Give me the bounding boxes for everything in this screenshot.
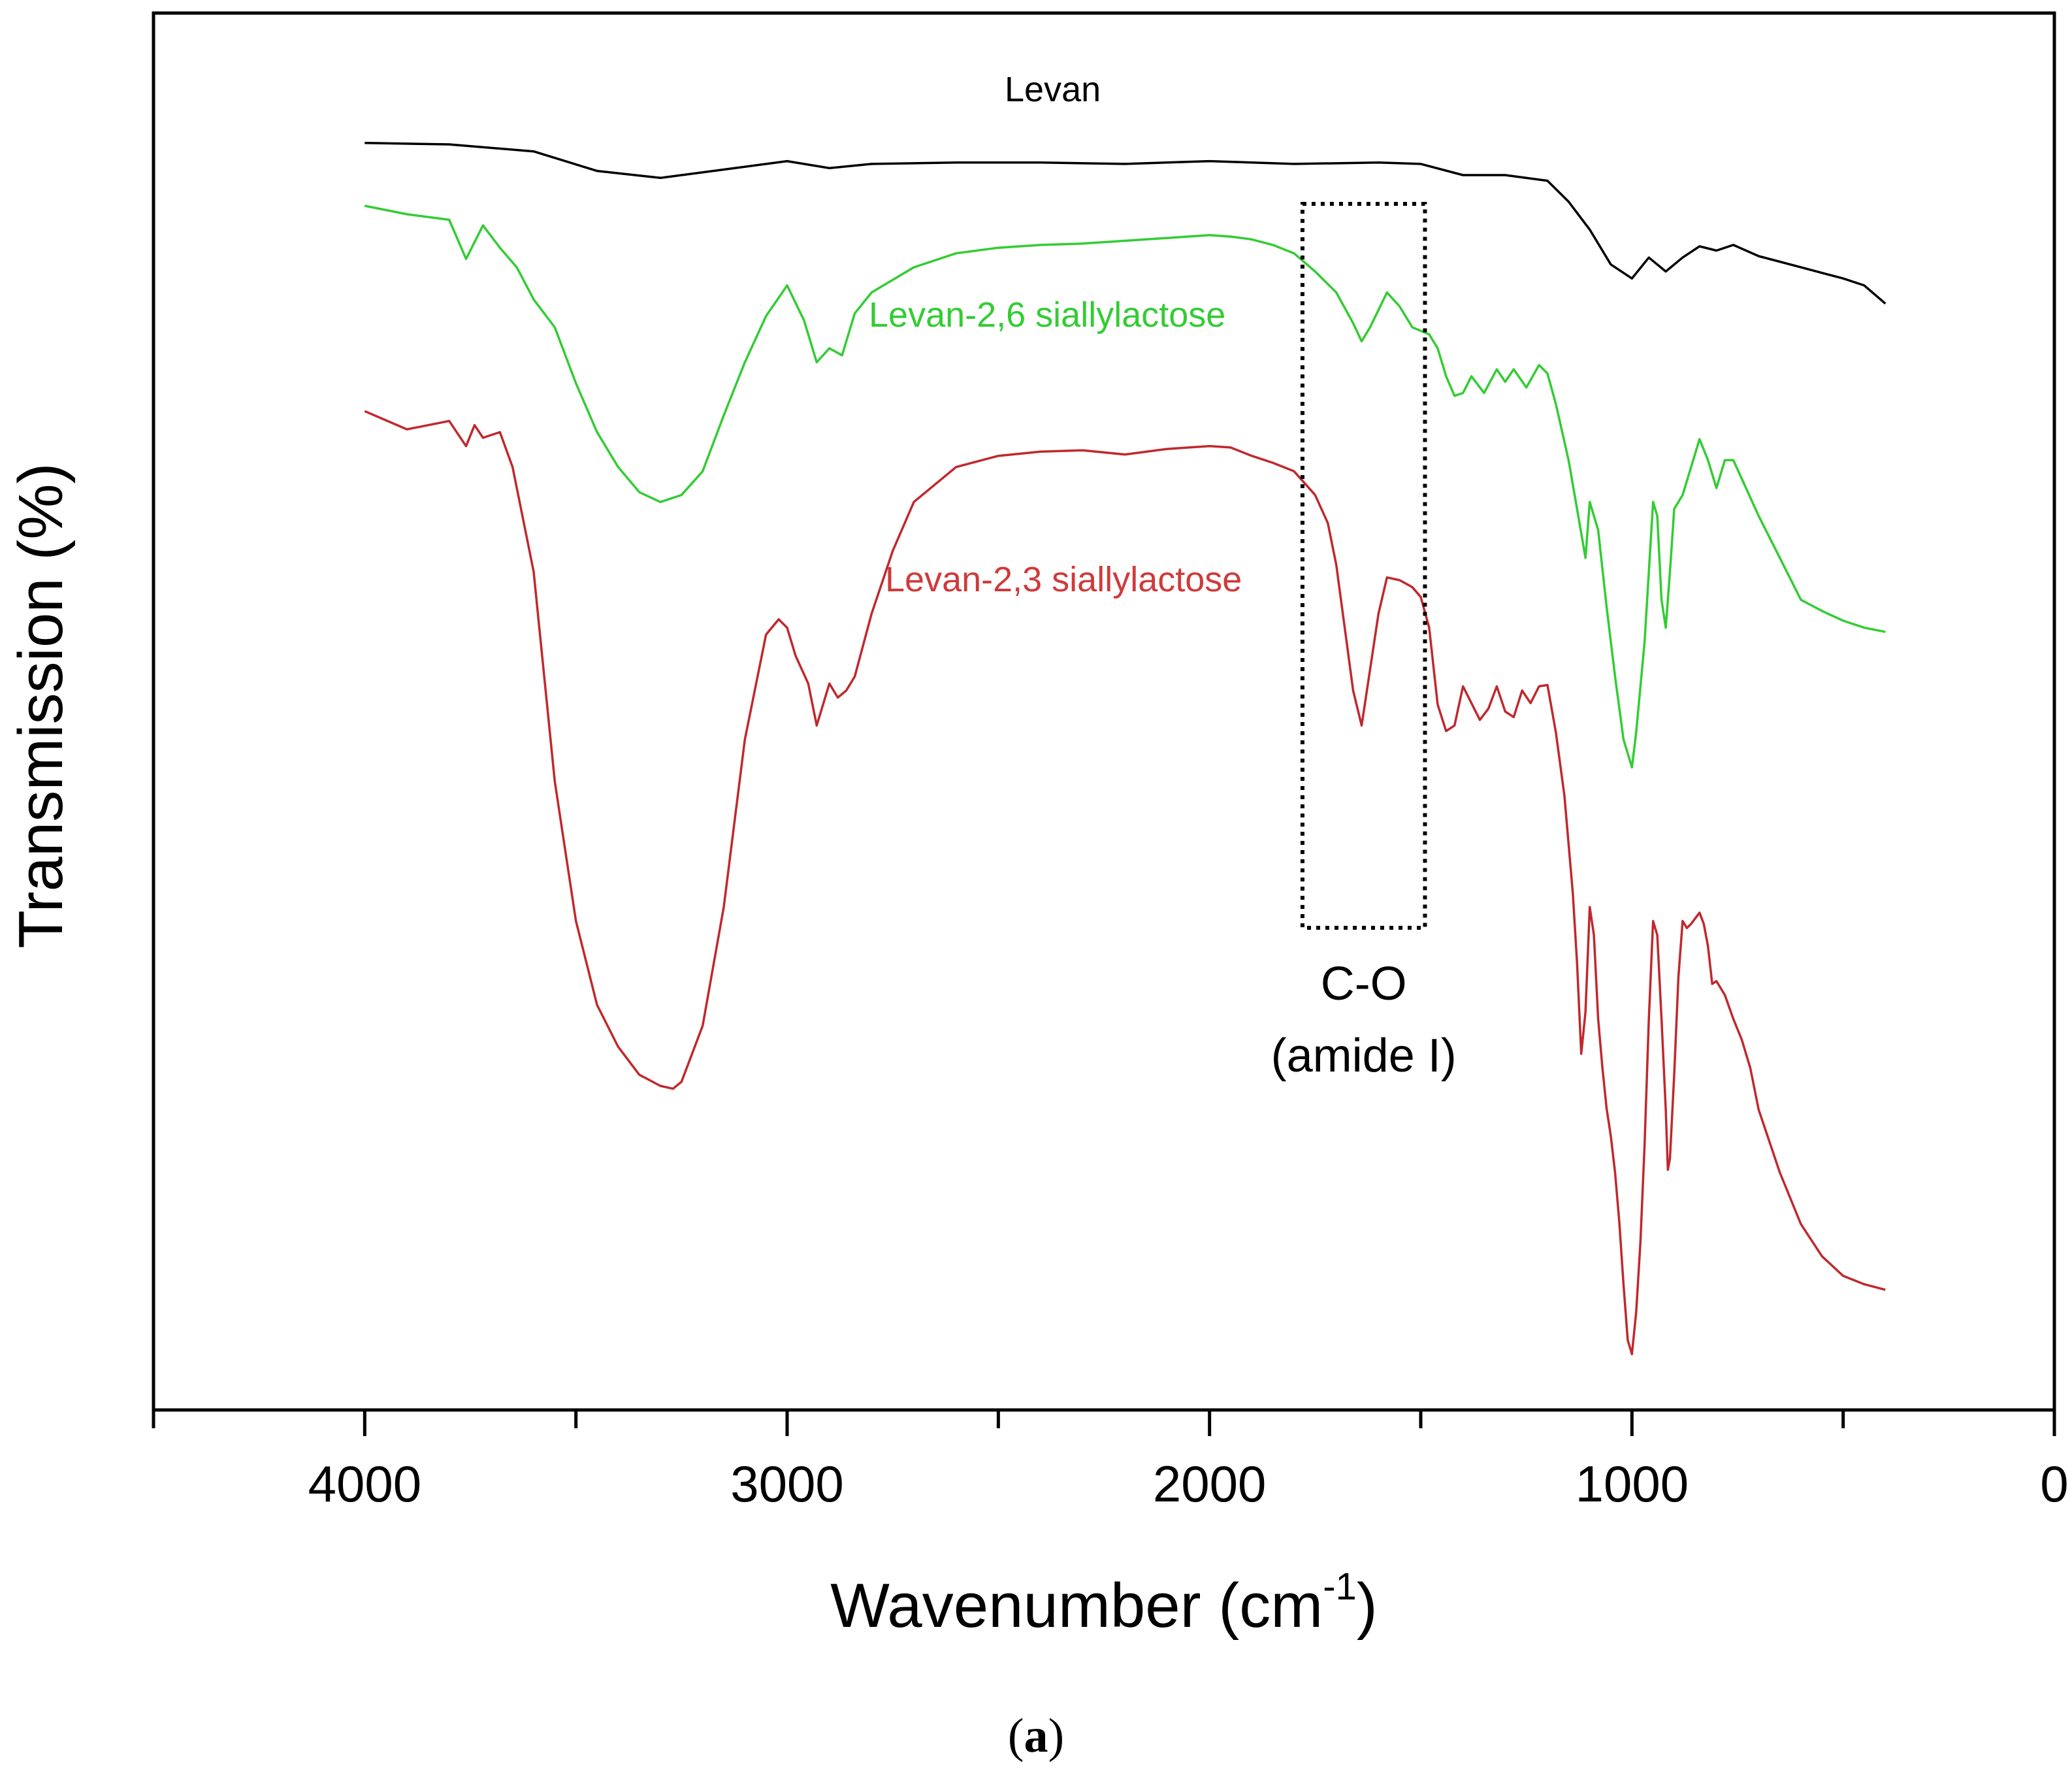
x-tick-label-3000: 3000 [730, 1455, 844, 1513]
x-axis-ticks: 4000 3000 2000 1000 0 [152, 1410, 2069, 1513]
caption-close: ) [1048, 1709, 1065, 1763]
x-tick-label-4000: 4000 [308, 1455, 422, 1513]
x-axis-title: Wavenumber (cm-1) [830, 1565, 1377, 1641]
series-label-levan-2-3: Levan-2,3 siallylactose [885, 560, 1242, 599]
x-axis-title-close: ) [1357, 1571, 1378, 1641]
series-line-levan [364, 142, 1886, 305]
plot-frame [152, 11, 2056, 1412]
x-axis-title-main: Wavenumber (cm [830, 1571, 1323, 1641]
series-label-levan: Levan [1005, 70, 1101, 109]
x-tick-label-0: 0 [2040, 1455, 2068, 1513]
y-axis-title: Transmission (%) [6, 463, 76, 948]
series-label-levan-2-6: Levan-2,6 siallylactose [869, 295, 1225, 335]
annotation-c-o: C-O [1321, 958, 1407, 1010]
annotation-amide-i: (amide I) [1271, 1030, 1457, 1082]
x-tick-label-1000: 1000 [1576, 1455, 1689, 1513]
x-tick-label-2000: 2000 [1153, 1455, 1267, 1513]
series-line-levan-2-3-siallylactose [364, 410, 1886, 1356]
caption-open: ( [1007, 1709, 1024, 1763]
series-layer [364, 142, 1886, 1356]
x-axis-title-superscript: -1 [1323, 1565, 1357, 1608]
figure-caption: (a) [0, 1709, 2072, 1764]
series-line-levan-2-6-siallylactose [364, 205, 1886, 769]
caption-letter: a [1024, 1709, 1048, 1763]
amide-i-highlight-box [1300, 202, 1427, 930]
